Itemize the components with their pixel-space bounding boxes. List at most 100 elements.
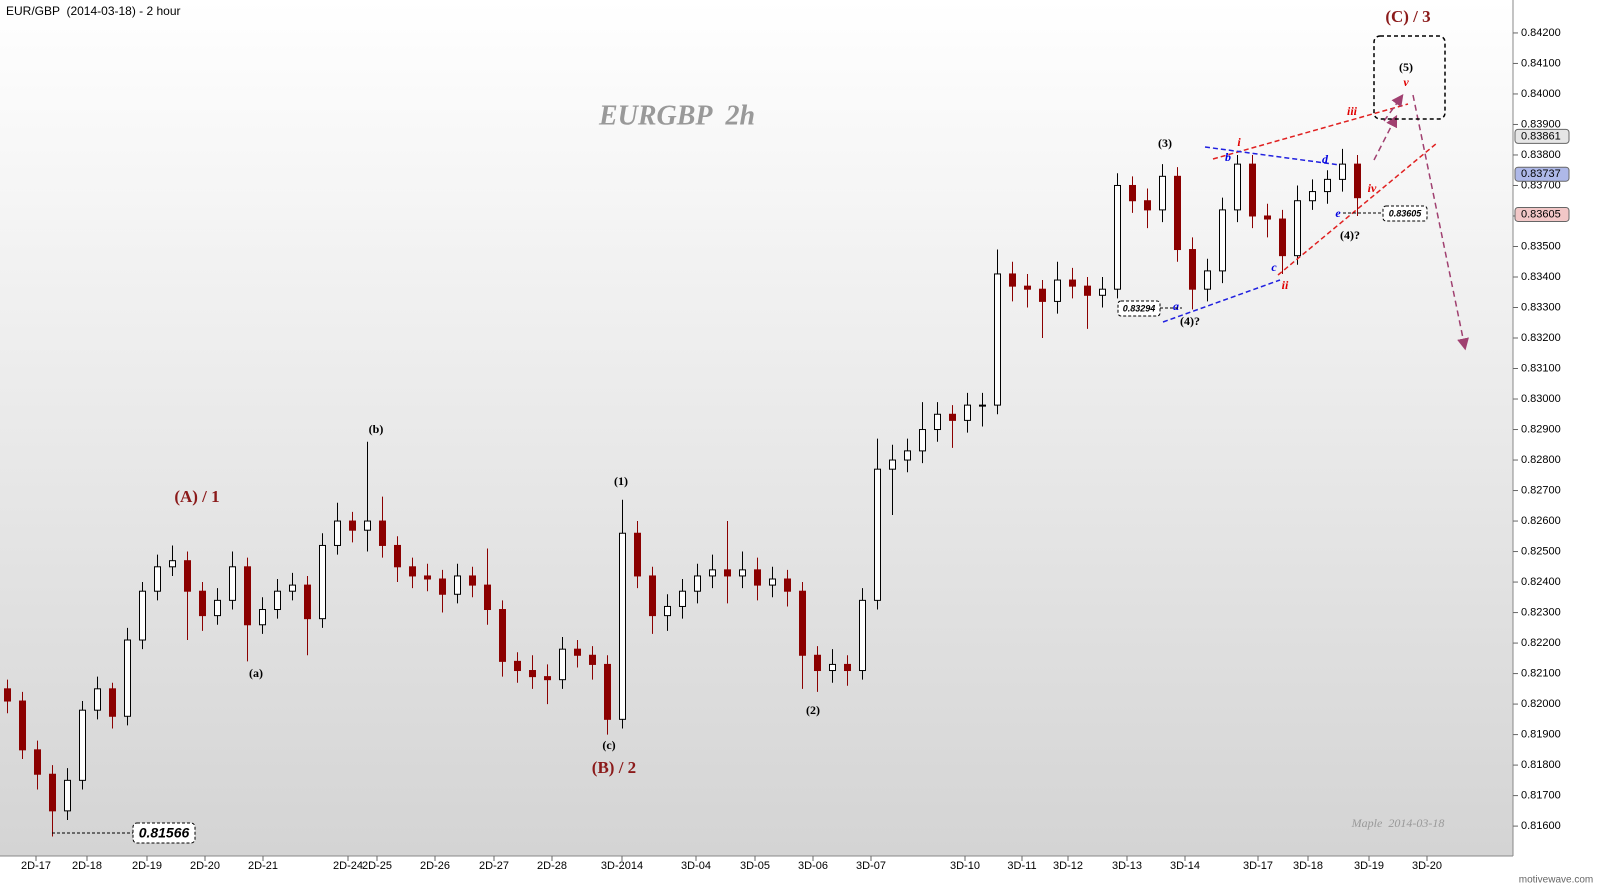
y-tick-label: 0.81700 [1521, 790, 1561, 802]
candle-body [214, 599, 221, 617]
candle-body [49, 773, 56, 812]
candle-body [1009, 273, 1016, 287]
y-tick-label: 0.82100 [1521, 667, 1561, 679]
candle-body [469, 575, 476, 586]
x-tick-label: 3D-12 [1053, 860, 1083, 872]
trend-line [1204, 146, 1341, 166]
wave-label: iii [1347, 104, 1358, 118]
wave-label: iv [1368, 181, 1377, 195]
candle-body [1249, 163, 1256, 217]
candle-body [109, 688, 116, 717]
y-tick-label: 0.82500 [1521, 545, 1561, 557]
candle-body [199, 590, 206, 617]
candle-body [1114, 184, 1121, 290]
y-tick-label: 0.83000 [1521, 393, 1561, 405]
y-tick-label: 0.83900 [1521, 118, 1561, 130]
callout-box [1382, 205, 1428, 222]
candle-body [139, 590, 146, 641]
candle-body [679, 590, 686, 607]
x-tick-label: 2D-21 [248, 860, 278, 872]
x-tick-label: 3D-10 [950, 860, 980, 872]
candle-body [934, 413, 941, 431]
wave-label: (2) [806, 703, 820, 717]
y-tick-label: 0.83700 [1521, 179, 1561, 191]
x-tick-label: 2D-18 [72, 860, 102, 872]
candle-body [229, 566, 236, 601]
y-tick-label: 0.83200 [1521, 332, 1561, 344]
candle-body [409, 566, 416, 577]
candle-body [1264, 215, 1271, 220]
wave-label: d [1322, 152, 1329, 166]
price-marker-label: 0.83861 [1521, 130, 1561, 142]
candle-body [844, 663, 851, 672]
trend-line [1277, 142, 1438, 276]
candle-body [64, 779, 71, 812]
candle-body [859, 599, 866, 672]
candle-body [499, 609, 506, 662]
candle-body [4, 688, 11, 702]
candle-body [1099, 288, 1106, 296]
y-tick-label: 0.82700 [1521, 484, 1561, 496]
candle-body [1324, 178, 1331, 193]
candle-body [319, 544, 326, 620]
candle-body [889, 459, 896, 470]
y-tick-label: 0.84100 [1521, 57, 1561, 69]
callout-box [1117, 300, 1161, 317]
x-tick-label: 2D-25 [362, 860, 392, 872]
candle-body [664, 605, 671, 617]
y-tick-label: 0.82300 [1521, 606, 1561, 618]
time-axis [0, 856, 1513, 889]
candle-body [874, 468, 881, 601]
callout-box [132, 822, 196, 844]
y-tick-label: 0.83100 [1521, 362, 1561, 374]
plot-background [0, 0, 1513, 856]
y-tick-label: 0.81600 [1521, 820, 1561, 832]
wave-label: (C) / 3 [1385, 7, 1430, 26]
candle-body [154, 566, 161, 592]
candle-body [724, 569, 731, 577]
candle-body [589, 654, 596, 665]
candle-body [784, 578, 791, 592]
wave-label: i [1237, 135, 1241, 149]
y-tick-label: 0.82600 [1521, 515, 1561, 527]
x-tick-label: 2D-20 [190, 860, 220, 872]
wave-label: (A) / 1 [174, 487, 219, 506]
candle-body [424, 575, 431, 580]
callout-text: 0.81566 [139, 825, 190, 841]
wave-label: (5) [1399, 60, 1413, 74]
price-axis [1513, 0, 1597, 889]
candle-body [169, 560, 176, 568]
candle-body [919, 429, 926, 452]
candle-body [394, 544, 401, 568]
wave-label: (a) [249, 666, 263, 680]
y-tick-label: 0.82800 [1521, 454, 1561, 466]
x-tick-label: 2D-24 [333, 860, 363, 872]
price-marker [1514, 166, 1570, 182]
x-tick-label: 3D-04 [681, 860, 711, 872]
candle-body [694, 575, 701, 592]
x-tick-label: 3D-05 [740, 860, 770, 872]
x-tick-label: 3D-17 [1243, 860, 1273, 872]
candle-body [79, 709, 86, 781]
candle-body [964, 404, 971, 421]
x-tick-label: 3D-14 [1170, 860, 1200, 872]
candle-body [604, 663, 611, 720]
candle-body [769, 578, 776, 586]
candle-body [1084, 285, 1091, 296]
y-tick-label: 0.83300 [1521, 301, 1561, 313]
candle-body [1129, 184, 1136, 202]
candle-body [979, 404, 986, 407]
y-tick-label: 0.84000 [1521, 88, 1561, 100]
candle-body [1024, 285, 1031, 290]
y-tick-label: 0.82000 [1521, 698, 1561, 710]
candle-body [529, 670, 536, 678]
candle-body [1189, 249, 1196, 290]
arrow [1412, 94, 1469, 351]
candle-body [19, 700, 26, 751]
candle-body [574, 648, 581, 656]
x-tick-label: 3D-13 [1112, 860, 1142, 872]
wave-label: (c) [602, 738, 615, 752]
candle-body [1354, 163, 1361, 199]
y-tick-label: 0.84200 [1521, 27, 1561, 39]
y-tick-label: 0.82200 [1521, 637, 1561, 649]
